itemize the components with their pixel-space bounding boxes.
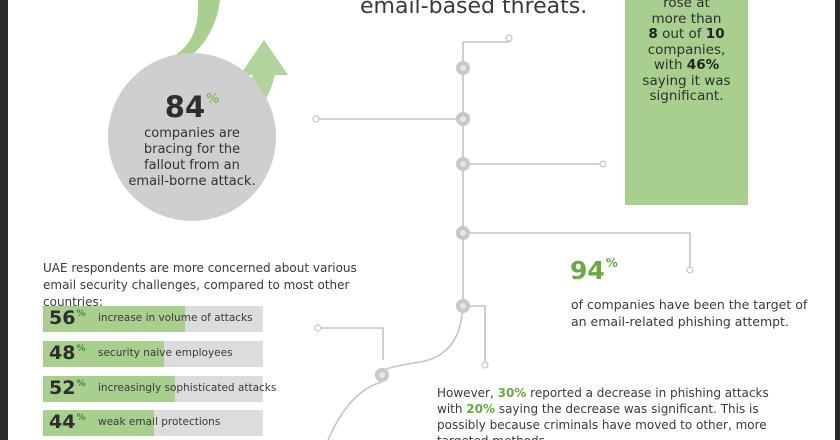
uae-bar-fill (43, 341, 165, 367)
panel-line: saying it was (642, 72, 731, 89)
uae-bar-fill (43, 410, 155, 436)
stat-circle (108, 53, 276, 221)
stat-circle-value: 84% (164, 90, 220, 124)
uae-bar-value: 56% (49, 307, 86, 329)
curved-arrow-top-icon (175, 0, 220, 62)
timeline-node-centers (379, 65, 466, 378)
panel-line: more than (651, 10, 722, 27)
uae-bar-label: increase in volume of attacks (98, 312, 253, 324)
uae-bar-label: increasingly sophisticated attacks (98, 382, 277, 394)
uae-bar-label: security naive employees (98, 347, 233, 359)
timeline-nodes (375, 61, 470, 382)
decrease-text: However, 30% reported a decrease in phis… (437, 386, 769, 440)
uae-bar-value: 44% (49, 411, 86, 433)
uae-bar: 52% increasingly sophisticated attacks (43, 376, 276, 402)
stat-circle-description: companies are bracing for the fallout fr… (128, 126, 256, 189)
uae-bar-label: weak email protections (98, 416, 221, 428)
phishing-stat-value: 94% (570, 256, 618, 285)
uae-bar-fill (43, 306, 185, 332)
connector-endpoints (312, 34, 694, 369)
panel-line: with 46% (653, 57, 720, 73)
window-frame-left (0, 0, 8, 440)
panel-line: rose at (663, 0, 710, 11)
uae-bar: 44% weak email protections (43, 410, 263, 436)
panel-line: 8 out of 10 (648, 26, 725, 42)
uae-bar-value: 48% (49, 342, 86, 364)
uae-bar: 56% increase in volume of attacks (43, 306, 263, 332)
uae-intro-text: UAE respondents are more concerned about… (43, 261, 357, 309)
uae-bar: 48% security naive employees (43, 341, 263, 367)
uae-bar-value: 52% (49, 377, 86, 399)
stat-panel (625, 0, 748, 205)
stat-circle-content: 84% companies are bracing for the fallou… (108, 90, 276, 190)
stat-panel-text: rose at more than 8 out of 10 companies,… (625, 0, 748, 105)
window-frame-right (835, 0, 840, 440)
headline: email-based threats. (360, 0, 588, 19)
curved-arrow-up-icon (205, 40, 288, 130)
phishing-stat-description: of companies have been the target of an … (571, 297, 808, 329)
panel-line: significant. (649, 88, 724, 104)
uae-bar-fill (43, 376, 175, 402)
panel-line: companies, (647, 41, 726, 58)
